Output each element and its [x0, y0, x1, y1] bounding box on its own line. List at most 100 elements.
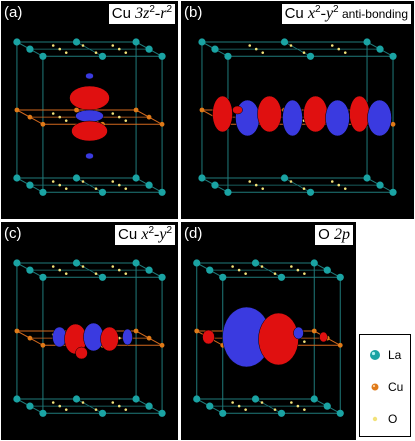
la-atom	[72, 38, 81, 46]
o-atom	[124, 408, 128, 411]
o-atom	[58, 404, 62, 408]
o-atom	[124, 187, 128, 190]
la-atom	[132, 38, 140, 46]
la-atom	[389, 188, 397, 196]
o-atom	[124, 272, 128, 275]
o-atom	[81, 401, 85, 404]
la-atom	[13, 174, 21, 182]
o-atom	[111, 112, 115, 115]
positive-lobe	[100, 326, 119, 352]
positive-lobe	[69, 85, 110, 111]
panel-title: Cu x2-y2 anti-bonding	[281, 4, 411, 24]
o-atom	[343, 187, 347, 190]
la-atom	[39, 52, 47, 60]
la-atom	[158, 273, 166, 281]
o-atom	[64, 51, 68, 54]
o-atom	[94, 272, 98, 275]
positive-lobe	[202, 329, 215, 345]
la-atom	[306, 188, 315, 196]
positive-lobe	[212, 95, 233, 133]
la-atom	[211, 181, 219, 189]
la-atom	[363, 174, 371, 182]
o-atom	[273, 272, 277, 275]
o-atom	[290, 265, 293, 268]
orbital-isosurface	[212, 95, 392, 137]
positive-lobe	[258, 312, 299, 366]
la-atom	[206, 266, 214, 274]
o-atom-icon	[372, 416, 378, 422]
la-atom	[158, 409, 166, 417]
o-atom	[296, 268, 300, 272]
la-atom	[72, 174, 81, 182]
la-atom	[219, 273, 227, 281]
cu-atom	[27, 114, 33, 120]
o-atom	[302, 187, 306, 190]
negative-lobe	[85, 152, 94, 160]
positive-lobe	[319, 331, 328, 343]
o-atom	[51, 265, 55, 268]
la-atom	[158, 52, 166, 60]
la-atom	[39, 409, 47, 417]
o-atom	[302, 51, 306, 54]
o-atom	[111, 180, 115, 183]
panel-b: (b) Cu x2-y2 anti-bonding	[181, 1, 414, 219]
cu-atom-icon	[371, 383, 379, 391]
unit-cell	[193, 259, 344, 417]
la-atom	[219, 409, 227, 417]
o-atom	[343, 51, 347, 54]
cu-atom	[40, 121, 46, 127]
lattice-scene-b	[198, 38, 397, 196]
o-atom	[51, 180, 55, 183]
o-atom	[94, 408, 98, 411]
o-atom	[289, 44, 293, 47]
panel-title: O 2p	[315, 225, 353, 245]
o-atom	[303, 408, 306, 411]
la-atom	[323, 266, 331, 274]
o-atom	[81, 44, 85, 47]
panel-label: (b)	[184, 4, 203, 21]
cu-atom	[146, 114, 152, 120]
unit-cell	[13, 38, 166, 196]
panel-label: (c)	[4, 225, 22, 242]
positive-lobe	[71, 120, 108, 142]
o-atom	[94, 51, 98, 54]
o-atom	[51, 112, 55, 115]
cu-atom	[146, 335, 152, 341]
lattice-scene-d	[193, 259, 344, 417]
o-atom	[58, 115, 62, 119]
o-atom	[51, 401, 55, 404]
negative-lobe	[122, 328, 133, 346]
la-atom	[277, 273, 286, 281]
cu-atom	[133, 107, 139, 113]
la-atom	[389, 52, 397, 60]
o-atom	[330, 44, 334, 47]
cu-atom	[27, 335, 33, 341]
la-atom	[193, 395, 201, 403]
o-atom	[64, 187, 68, 190]
la-atom	[145, 402, 153, 410]
panel-c: (c) Cu x2-y2	[1, 222, 178, 440]
o-atom	[58, 268, 62, 272]
o-atom	[81, 180, 85, 183]
cu-atom	[390, 121, 396, 127]
la-atom	[26, 45, 34, 53]
o-atom	[260, 265, 264, 268]
la-atom	[145, 266, 153, 274]
o-atom	[330, 180, 334, 183]
cu-atom	[74, 107, 79, 113]
negative-lobe	[293, 326, 304, 340]
o-atom	[296, 404, 300, 408]
panel-title: Cu x2-y2	[114, 225, 175, 245]
legend-label: O	[388, 412, 398, 426]
cu-atom	[40, 342, 46, 348]
cu-atom	[159, 121, 165, 127]
la-atom	[13, 38, 21, 46]
o-atom	[64, 119, 68, 122]
la-atom	[13, 259, 21, 267]
la-atom	[336, 273, 344, 281]
panel-label: (a)	[4, 4, 23, 21]
positive-lobe	[232, 105, 243, 115]
o-atom	[261, 187, 265, 190]
la-atom	[306, 52, 315, 60]
la-atom	[376, 181, 384, 189]
